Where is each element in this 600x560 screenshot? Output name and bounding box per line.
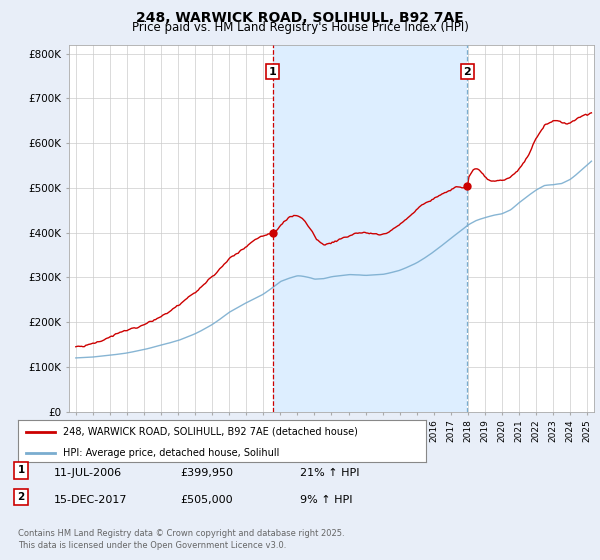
Text: 9% ↑ HPI: 9% ↑ HPI [300,495,353,505]
Text: HPI: Average price, detached house, Solihull: HPI: Average price, detached house, Soli… [63,448,279,458]
Text: 1: 1 [269,67,277,77]
Text: Contains HM Land Registry data © Crown copyright and database right 2025.
This d: Contains HM Land Registry data © Crown c… [18,529,344,550]
Text: 1: 1 [17,465,25,475]
Text: 21% ↑ HPI: 21% ↑ HPI [300,468,359,478]
Text: £399,950: £399,950 [180,468,233,478]
Text: Price paid vs. HM Land Registry's House Price Index (HPI): Price paid vs. HM Land Registry's House … [131,21,469,34]
Text: 15-DEC-2017: 15-DEC-2017 [54,495,128,505]
Text: £505,000: £505,000 [180,495,233,505]
Text: 2: 2 [17,492,25,502]
Text: 11-JUL-2006: 11-JUL-2006 [54,468,122,478]
Text: 248, WARWICK ROAD, SOLIHULL, B92 7AE (detached house): 248, WARWICK ROAD, SOLIHULL, B92 7AE (de… [63,427,358,437]
Text: 248, WARWICK ROAD, SOLIHULL, B92 7AE: 248, WARWICK ROAD, SOLIHULL, B92 7AE [136,11,464,25]
Bar [272,45,467,412]
Text: 2: 2 [463,67,471,77]
